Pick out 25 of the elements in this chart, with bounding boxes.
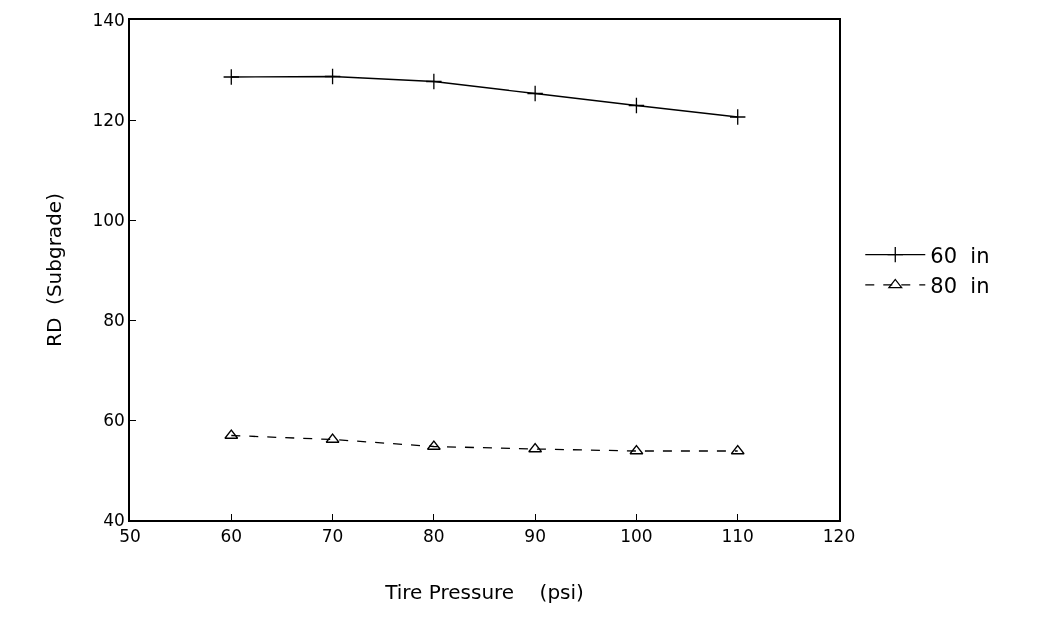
x-tick-label: 110 [721,526,754,547]
y-tick-label: 100 [92,209,125,230]
x-tick-label: 90 [524,526,546,547]
y-axis-title: RD (Subgrade) [42,193,67,347]
point [222,68,240,86]
x-tick-label: 120 [822,526,856,547]
x-tick-label: 100 [620,526,653,547]
y-tick-label: 60 [103,409,125,430]
legend-label: 80 in [930,274,990,299]
x-axis-title: Tire Pressure (psi) [384,580,584,605]
y-tick-label: 120 [92,109,125,130]
point [628,97,645,114]
point [729,108,747,126]
point [425,73,443,90]
point [730,444,745,455]
y-tick-label: 80 [103,309,125,330]
legend-label: 60 in [930,243,990,268]
x-tick-label: 70 [321,526,344,547]
y-tick-label: 140 [92,9,125,30]
point [629,444,644,455]
x-tick-label: 60 [220,526,243,547]
point [324,68,341,85]
point [526,85,544,102]
point [528,442,543,453]
x-tick-label: 80 [423,526,445,547]
